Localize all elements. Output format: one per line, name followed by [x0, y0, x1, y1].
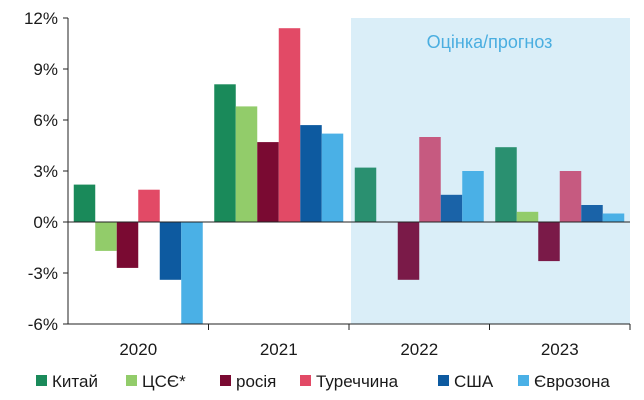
bar-Китай-2020: [73, 184, 96, 222]
bar-росія-2022: [397, 222, 420, 280]
bar-ЦСЄ*-2023: [516, 211, 539, 222]
legend-swatch: [220, 375, 231, 386]
bar-Туреччина-2021: [278, 28, 301, 223]
bar-Туреччина-2020: [138, 189, 160, 222]
y-tick-label: 0%: [33, 213, 58, 232]
bar-США-2021: [300, 125, 322, 222]
x-ticks-group: 2020 2021 2022 2023: [119, 324, 631, 359]
bar-Китай-2022: [354, 167, 377, 222]
y-tick-label: 9%: [33, 60, 58, 79]
legend-swatch: [300, 375, 311, 386]
bar-Єврозона-2022: [462, 171, 484, 222]
legend-label: Китай: [52, 372, 98, 391]
legend-label: США: [454, 372, 494, 391]
x-tick-label: 2022: [400, 340, 438, 359]
bar-ЦСЄ*-2021: [235, 106, 258, 222]
bar-США-2020: [159, 222, 182, 280]
forecast-label: Оцінка/прогноз: [427, 32, 553, 52]
y-ticks-group: -6% -3% 0% 3% 6% 9% 12%: [24, 9, 68, 334]
bar-росія-2020: [116, 222, 139, 268]
bar-США-2022: [440, 194, 463, 222]
legend-label: росія: [236, 372, 276, 391]
legend-label: ЦСЄ*: [142, 372, 186, 391]
bar-ЦСЄ*-2020: [95, 222, 117, 251]
bar-Єврозона-2020: [181, 222, 203, 324]
bar-росія-2023: [538, 222, 560, 262]
bar-Китай-2021: [214, 84, 236, 222]
legend-swatch: [126, 375, 137, 386]
bar-Туреччина-2022: [419, 137, 441, 222]
legend: Китай ЦСЄ* росія Туреччина США Єврозона: [36, 372, 610, 391]
legend-swatch: [518, 375, 529, 386]
legend-label: Туреччина: [316, 372, 399, 391]
y-tick-label: 6%: [33, 111, 58, 130]
y-tick-label: 3%: [33, 162, 58, 181]
bar-Туреччина-2023: [559, 171, 582, 222]
legend-swatch: [36, 375, 47, 386]
legend-label: Єврозона: [534, 372, 610, 391]
bars-group: [73, 28, 625, 324]
bar-Єврозона-2023: [602, 213, 625, 222]
bar-Єврозона-2021: [321, 133, 344, 222]
y-tick-label: -6%: [28, 315, 58, 334]
x-tick-label: 2021: [260, 340, 298, 359]
y-tick-label: -3%: [28, 264, 58, 283]
bar-росія-2021: [257, 142, 279, 222]
bar-США-2023: [581, 205, 603, 222]
bar-Китай-2023: [495, 147, 517, 222]
y-tick-label: 12%: [24, 9, 58, 28]
forecast-band: [351, 18, 630, 324]
x-tick-label: 2023: [541, 340, 579, 359]
x-tick-label: 2020: [119, 340, 157, 359]
legend-swatch: [438, 375, 449, 386]
